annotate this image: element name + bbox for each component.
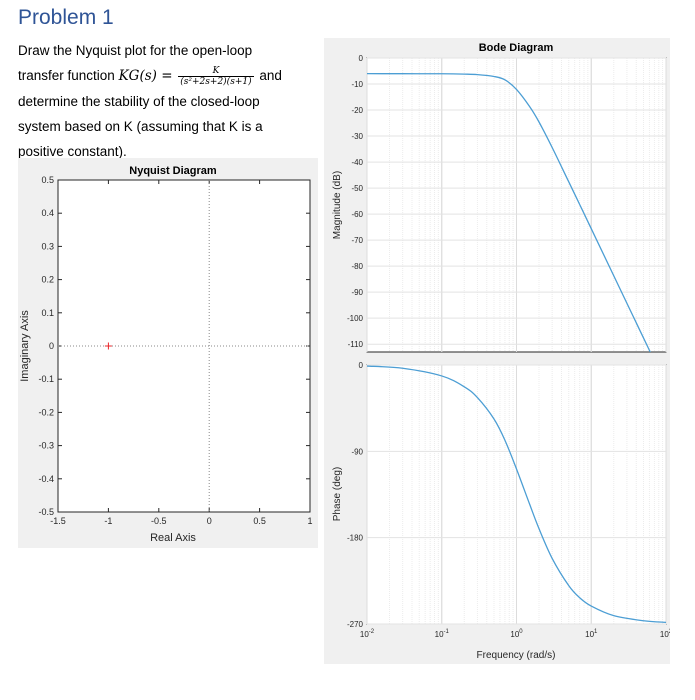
bode-magnitude-y-tick-label: -80 (351, 262, 363, 271)
tf-suffix: and (259, 68, 282, 83)
bode-magnitude-y-tick-label: -40 (351, 158, 363, 167)
bode-figure: Bode Diagram Magnitude (dB) Phase (deg) … (324, 38, 670, 664)
nyquist-critical-point (104, 342, 112, 350)
bode-phase-y-tick-label: -270 (347, 620, 364, 629)
nyquist-x-tick-label: -0.5 (151, 516, 167, 526)
nyquist-y-tick-label: 0.3 (41, 241, 54, 251)
bode-magnitude-curve (367, 73, 651, 352)
bode-magnitude-y-tick-label: -70 (351, 236, 363, 245)
bode-title: Bode Diagram (479, 42, 554, 54)
bode-curves (367, 73, 666, 624)
bode-magnitude-y-tick-label: -100 (347, 314, 364, 323)
nyquist-xlabel: Real Axis (150, 532, 196, 544)
bode-grid (366, 58, 667, 624)
tf-lhs: KG(s) = (118, 68, 173, 84)
bode-x-ticks: 10-2 10-1 100 101 102 (360, 629, 670, 639)
bode-x-tick-label: 10-1 (435, 629, 450, 639)
bode-x-tick-label: 10-2 (360, 629, 375, 639)
bode-magnitude-y-tick-label: -110 (348, 340, 364, 349)
nyquist-x-tick-label: -1 (104, 516, 112, 526)
tf-prefix: transfer function (18, 68, 115, 83)
bode-phase-ylabel: Phase (deg) (332, 467, 343, 521)
nyquist-ylabel: Imaginary Axis (19, 310, 31, 382)
nyquist-y-tick-label: -0.1 (38, 374, 54, 384)
nyquist-y-tick-label: 0.4 (41, 208, 54, 218)
nyquist-figure: Nyquist Diagram Real Axis Imaginary Axis… (18, 158, 318, 548)
bode-x-tick-label: 100 (510, 629, 523, 639)
bode-magnitude-y-tick-label: 0 (359, 54, 364, 63)
bode-magnitude-y-tick-label: -60 (351, 210, 363, 219)
nyquist-y-tick-label: -0.3 (38, 441, 54, 451)
nyquist-x-tick-label: 1 (307, 516, 312, 526)
bode-phase-y-tick-label: -180 (347, 534, 364, 543)
nyquist-y-tick-label: -0.4 (38, 474, 54, 484)
statement-line-2: transfer function KG(s) = K (s²+2s+2)(s+… (18, 63, 318, 89)
bode-x-tick-label: 102 (660, 629, 670, 639)
nyquist-points (104, 342, 112, 350)
bode-xlabel: Frequency (rad/s) (477, 650, 556, 661)
nyquist-x-tick-label: 0.5 (253, 516, 266, 526)
bode-x-tick-label: 101 (585, 629, 598, 639)
tf-denominator: (s²+2s+2)(s+1) (180, 76, 252, 87)
bode-phase-y-tick-label: -90 (351, 447, 363, 456)
tf-numerator: K (178, 66, 254, 77)
nyquist-y-tick-label: -0.2 (38, 407, 54, 417)
statement-line-3: determine the stability of the closed-lo… (18, 94, 260, 109)
bode-phase-y-ticks: 0 -90 -180 -270 (347, 361, 666, 629)
nyquist-y-tick-label: 0.5 (41, 175, 54, 185)
statement-line-5: positive constant). (18, 144, 127, 159)
statement-line-1: Draw the Nyquist plot for the open-loop (18, 43, 253, 58)
nyquist-x-tick-label: 0 (207, 516, 212, 526)
tf-fraction: K (s²+2s+2)(s+1) (178, 66, 254, 87)
bode-magnitude-y-tick-label: -20 (351, 106, 363, 115)
bode-phase-y-tick-label: 0 (359, 361, 364, 370)
bode-magnitude-y-tick-label: -50 (351, 184, 363, 193)
bode-magnitude-y-tick-label: -10 (351, 80, 363, 89)
nyquist-axis-lines (58, 180, 310, 512)
problem-heading: Problem 1 (18, 6, 114, 29)
nyquist-y-ticks: 0.5 0.4 0.3 0.2 0.1 0 -0.1 -0.2 -0.3 -0.4 -0.5 (38, 175, 310, 517)
bode-magnitude-ylabel: Magnitude (dB) (332, 171, 343, 239)
nyquist-y-tick-label: 0.2 (41, 275, 54, 285)
problem-statement: Draw the Nyquist plot for the open-loop … (18, 38, 318, 164)
bode-magnitude-y-ticks: 0 -10 -20 -30 -40 -50 -60 -70 -80 -90 -100 -110 (347, 54, 666, 349)
nyquist-title: Nyquist Diagram (129, 165, 217, 177)
bode-magnitude-y-tick-label: -30 (351, 132, 363, 141)
nyquist-y-tick-label: 0.1 (41, 308, 54, 318)
nyquist-y-tick-label: 0 (49, 341, 54, 351)
bode-phase-curve (367, 365, 666, 624)
nyquist-x-tick-label: -1.5 (50, 516, 66, 526)
nyquist-y-tick-label: -0.5 (38, 507, 54, 517)
bode-magnitude-y-tick-label: -90 (351, 288, 363, 297)
statement-line-4: system based on K (assuming that K is a (18, 119, 263, 134)
nyquist-x-ticks: -1.5 -1 -0.5 0 0.5 1 (50, 180, 313, 526)
